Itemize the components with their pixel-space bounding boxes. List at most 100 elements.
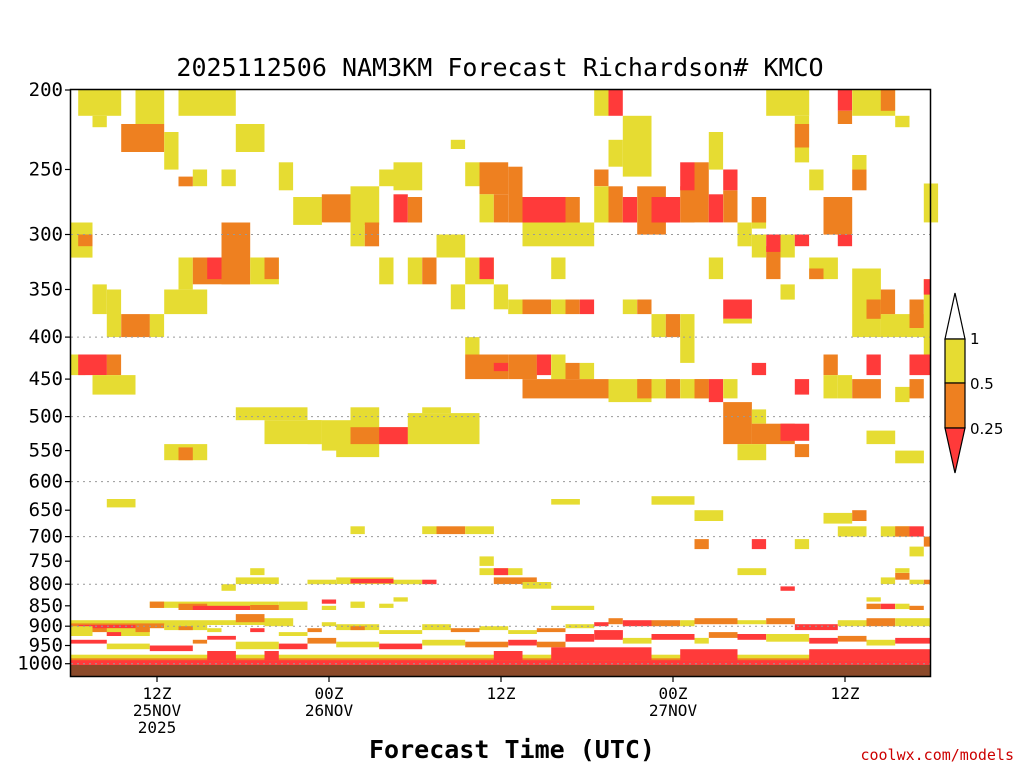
- heatmap-cell-61: [92, 284, 107, 315]
- heatmap-cell-67: [106, 354, 122, 376]
- heatmap-cell-218: [866, 597, 881, 602]
- heatmap-cell-213: [379, 603, 394, 608]
- colorbar-legend: 1 0.5 0.25: [944, 292, 1003, 474]
- heatmap-cell-22: [479, 194, 494, 223]
- x-tick-label-3-0: 00Z: [659, 684, 688, 703]
- y-tick-label-400: 400: [29, 326, 63, 348]
- heatmap-cell-73: [221, 222, 251, 285]
- heatmap-cell-262: [106, 643, 150, 650]
- heatmap-cell-194: [350, 578, 394, 584]
- heatmap-cell-7: [192, 169, 208, 187]
- heatmap-cell-132: [708, 379, 724, 403]
- colorbar-bin-yellow: [944, 338, 966, 384]
- heatmap-cell-32: [594, 186, 609, 223]
- heatmap-cell-250: [608, 618, 623, 625]
- heatmap-cell-115: [923, 279, 931, 295]
- heatmap-cell-51: [837, 110, 853, 124]
- heatmap-cell-143: [909, 354, 931, 376]
- heatmap-cell-83: [479, 257, 494, 280]
- x-tick-label-2-0: 12Z: [487, 684, 516, 703]
- heatmap-cell-69: [164, 289, 208, 315]
- heatmap-cell-3: [121, 124, 165, 152]
- heatmap-cell-217: [565, 605, 595, 610]
- heatmap-cell-31: [594, 169, 609, 187]
- heatmap-cell-230: [135, 626, 150, 633]
- heatmap-cell-255: [737, 620, 767, 625]
- heatmap-cell-274: [536, 641, 566, 648]
- y-tick-label-750: 750: [29, 550, 63, 572]
- heatmap-cell-249: [594, 622, 609, 627]
- heatmap-cell-177: [350, 526, 365, 535]
- heatmap-cell-124: [579, 362, 595, 380]
- heatmap-cell-268: [307, 637, 337, 644]
- heatmap-cell-99: [751, 234, 767, 258]
- heatmap-cell-70: [178, 257, 193, 290]
- heatmap-cell-14: [379, 169, 394, 187]
- colorbar-label-0-5: 0.5: [970, 375, 994, 393]
- heatmap-cell-156: [178, 447, 193, 461]
- heatmap-cell-100: [766, 246, 781, 280]
- heatmap-cell-95: [665, 314, 681, 338]
- heatmap-cell-280: [708, 632, 738, 638]
- heatmap-cells: [71, 90, 939, 668]
- heatmap-cell-5: [178, 90, 236, 116]
- heatmap-cell-151: [379, 427, 408, 445]
- y-tick-label-250: 250: [29, 159, 63, 181]
- heatmap-cell-294: [680, 649, 738, 661]
- y-tick-label-600: 600: [29, 471, 63, 493]
- heatmap-cell-60: [78, 234, 93, 247]
- heatmap-cell-87: [522, 299, 552, 315]
- heatmap-cell-107: [780, 284, 795, 300]
- heatmap-cell-96: [680, 314, 695, 363]
- heatmap-cell-119: [493, 362, 509, 372]
- y-tick-label-900: 900: [29, 615, 63, 637]
- heatmap-cell-225: [78, 625, 136, 631]
- heatmap-cell-63: [121, 314, 150, 338]
- heatmap-cell-184: [479, 556, 494, 566]
- heatmap-cell-272: [465, 641, 509, 648]
- heatmap-cell-219: [866, 603, 881, 610]
- heatmap-cell-23: [493, 194, 509, 223]
- heatmap-cell-209: [250, 605, 279, 610]
- heatmap-cell-92: [622, 299, 638, 315]
- heatmap-cell-81: [436, 234, 466, 258]
- heatmap-cell-248: [565, 624, 595, 629]
- heatmap-cell-37: [680, 186, 695, 223]
- heatmap-cell-138: [837, 375, 853, 399]
- y-tick-label-800: 800: [29, 573, 63, 595]
- heatmap-cell-49: [809, 169, 824, 191]
- heatmap-cell-122: [551, 354, 566, 380]
- heatmap-cell-43: [723, 169, 738, 191]
- heatmap-cell-201: [895, 568, 910, 573]
- heatmap-cell-142: [909, 379, 924, 399]
- heatmap-cell-75: [264, 257, 279, 280]
- heatmap-cell-237: [278, 632, 308, 636]
- heatmap-cell-187: [493, 577, 537, 585]
- heatmap-cell-137: [823, 375, 838, 399]
- heatmap-cell-279: [694, 637, 709, 644]
- heatmap-cell-183: [794, 539, 810, 550]
- heatmap-cell-203: [909, 579, 924, 585]
- heatmap-cell-174: [909, 526, 924, 537]
- heatmap-cell-93: [637, 299, 652, 315]
- heatmap-cell-200: [895, 572, 910, 580]
- heatmap-cell-19: [450, 139, 466, 149]
- heatmap-cell-109: [723, 318, 752, 324]
- heatmap-cell-245: [479, 626, 509, 631]
- heatmap-cell-215: [321, 605, 337, 610]
- heatmap-cell-113: [909, 299, 924, 328]
- heatmap-cell-295: [809, 649, 931, 661]
- heatmap-cell-204: [149, 601, 179, 608]
- heatmap-cell-236: [250, 628, 265, 633]
- heatmap-cell-26: [565, 197, 580, 223]
- heatmap-cell-220: [880, 603, 896, 610]
- heatmap-cell-161: [737, 444, 767, 461]
- heatmap-cell-269: [336, 641, 380, 648]
- heatmap-cell-121: [536, 354, 552, 376]
- heatmap-cell-102: [780, 234, 795, 258]
- x-tick-label-0-0: 12Z: [143, 684, 172, 703]
- y-tick-label-700: 700: [29, 526, 63, 548]
- heatmap-cell-16: [393, 194, 408, 223]
- heatmap-cell-24: [522, 197, 566, 223]
